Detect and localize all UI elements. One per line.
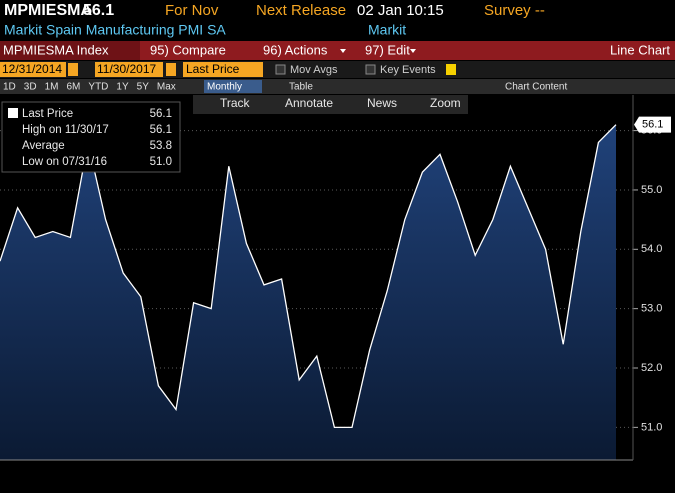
legend-label: Last Price xyxy=(22,108,73,120)
mov-avgs[interactable]: Mov Avgs xyxy=(290,64,338,76)
info-icon[interactable] xyxy=(446,64,456,75)
header-bg xyxy=(0,0,675,40)
range-button[interactable]: 1Y xyxy=(116,82,129,93)
toolbar-button[interactable]: Annotate xyxy=(285,96,333,110)
period: For Nov xyxy=(165,2,219,19)
compare-button[interactable]: 95) Compare xyxy=(150,42,226,57)
range-button[interactable]: 6M xyxy=(67,82,81,93)
toolbar-button[interactable]: Zoom xyxy=(430,96,461,110)
view-label: Line Chart xyxy=(610,42,670,57)
last-value-pointer xyxy=(634,116,671,133)
edit-button[interactable]: 97) Edit xyxy=(365,42,410,57)
start-date-box[interactable] xyxy=(0,62,66,77)
next-release: 02 Jan 10:15 xyxy=(357,2,444,19)
legend-value: 56.1 xyxy=(150,108,172,120)
start-date[interactable]: 12/31/2014 xyxy=(2,62,62,76)
ticker: MPMIESMA xyxy=(4,2,92,19)
calendar-icon[interactable] xyxy=(68,63,78,76)
survey: Survey -- xyxy=(484,2,545,19)
y-tick-label: 55.0 xyxy=(641,184,662,196)
field-box[interactable] xyxy=(183,62,263,77)
legend-box xyxy=(1,101,181,173)
end-date[interactable]: 11/30/2017 xyxy=(97,62,156,76)
area xyxy=(0,124,616,460)
toolbar-button[interactable]: News xyxy=(367,96,397,110)
legend-label: Average xyxy=(22,140,65,152)
frequency-box[interactable] xyxy=(204,80,262,93)
y-tick-label: 53.0 xyxy=(641,303,662,315)
actions-button[interactable]: 96) Actions xyxy=(263,42,328,57)
source: Markit xyxy=(368,22,406,38)
range-button[interactable]: 1M xyxy=(45,82,59,93)
field[interactable]: Last Price xyxy=(186,62,240,76)
y-tick-label: 54.0 xyxy=(641,243,662,255)
y-tick-label: 52.0 xyxy=(641,362,662,374)
chart-content[interactable]: Chart Content xyxy=(505,82,567,93)
calendar-icon[interactable] xyxy=(166,63,176,76)
end-date-box[interactable] xyxy=(95,62,163,77)
legend-value: 53.8 xyxy=(150,140,172,152)
table-button[interactable]: Table xyxy=(289,82,313,93)
range-bar xyxy=(0,79,675,94)
security[interactable]: MPMIESMA Index xyxy=(3,42,109,57)
line xyxy=(0,124,617,429)
legend-value: 51.0 xyxy=(150,156,172,168)
last-value-label: 56.1 xyxy=(642,119,663,131)
toolbar-button[interactable]: Track xyxy=(220,96,251,110)
range-button[interactable]: YTD xyxy=(88,82,108,93)
legend-label: High on 11/30/17 xyxy=(22,124,109,136)
range-button[interactable]: 3D xyxy=(24,82,37,93)
x-axis-bg xyxy=(0,460,675,493)
security-box xyxy=(0,41,140,60)
dropdown-arrow xyxy=(410,49,416,53)
last-price: 56.1 xyxy=(83,2,114,19)
y-tick-label: 51.0 xyxy=(641,421,662,433)
range-button[interactable]: 5Y xyxy=(137,82,150,93)
checkbox[interactable] xyxy=(275,64,286,75)
key-events[interactable]: Key Events xyxy=(380,64,436,76)
menu-bar xyxy=(0,41,675,60)
range-button[interactable]: Max xyxy=(157,82,176,93)
chart-toolbar xyxy=(193,95,468,114)
range-button[interactable]: 1D xyxy=(3,82,16,93)
checkbox[interactable] xyxy=(365,64,376,75)
security-name: Markit Spain Manufacturing PMI SA xyxy=(4,22,226,38)
legend-value: 56.1 xyxy=(150,124,172,136)
legend-label: Low on 07/31/16 xyxy=(22,156,107,168)
next-release-label: Next Release xyxy=(256,2,346,19)
legend-swatch xyxy=(8,108,18,118)
frequency[interactable]: Monthly xyxy=(207,82,242,93)
dropdown-arrow xyxy=(340,49,346,53)
